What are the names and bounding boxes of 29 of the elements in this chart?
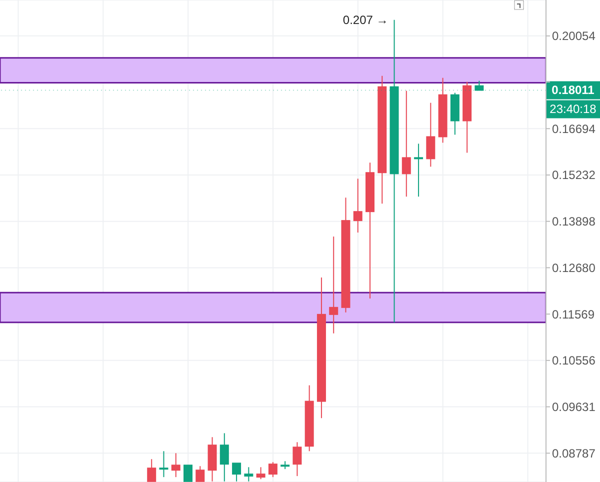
ref-line-label: 0.18011 [552,83,595,98]
y-tick-label: 0.12680 [552,260,596,275]
text: 23:40:18 [550,102,597,116]
candlestick [196,466,205,482]
candlestick [402,90,411,198]
candlestick [171,452,180,478]
y-tick-label: 0.13898 [552,214,596,229]
y-tick-label: 0.15232 [552,168,596,182]
candlestick [220,432,229,482]
candlestick [268,462,278,478]
candlestick [329,236,338,334]
annotation: 0.207 → [342,12,388,27]
candlestick [159,450,168,478]
candlestick [147,458,156,482]
candlestick [184,464,192,482]
candlestick [474,80,484,91]
y-tick-label: 0.08787 [552,446,596,460]
candlestick [353,178,362,234]
y-tick-label: 0.11569 [552,307,595,322]
y-tick-label: 0.10556 [552,354,596,368]
candlestick [292,442,302,477]
y-tick-label: 0.16694 [552,122,596,136]
candlestick [414,143,424,198]
candlestick [256,466,266,480]
candlestick [426,102,436,168]
candlestick [232,462,242,482]
candlestick [244,466,254,482]
y-tick-label: 0.09631 [552,400,596,414]
y-tick-label: 0.20054 [552,29,596,44]
